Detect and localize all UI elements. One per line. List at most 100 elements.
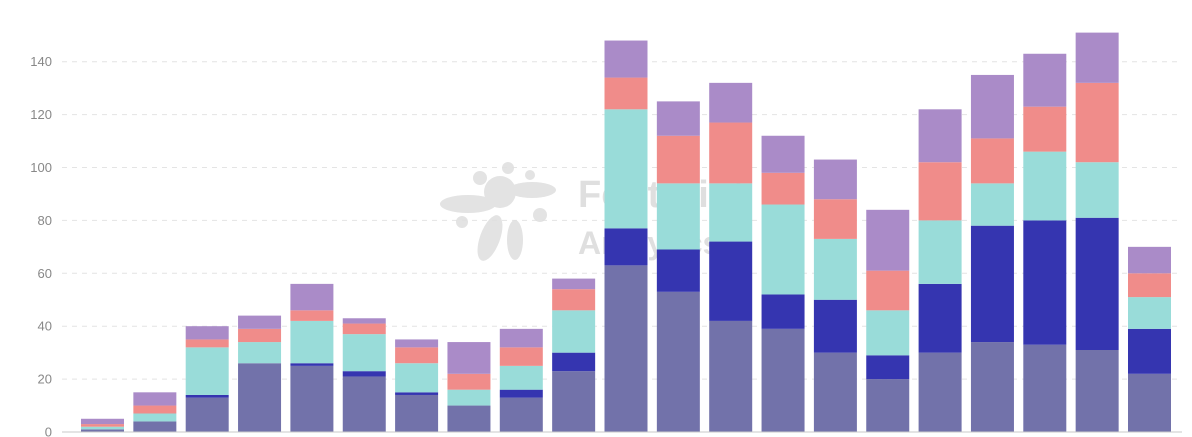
bar-segment [918, 220, 962, 284]
bar-segment [133, 413, 177, 422]
bar-segment [81, 426, 124, 430]
bar-segment [133, 405, 177, 414]
bar-segment [290, 310, 334, 321]
bar-segment [604, 228, 648, 266]
bar-segment [185, 347, 229, 395]
bar-segment [447, 342, 491, 374]
bar-segment [1023, 344, 1067, 432]
bar-segment [552, 352, 596, 372]
bar-segment [342, 334, 386, 372]
bar-segment [918, 109, 962, 163]
bar-segment [499, 389, 543, 398]
y-tick-label: 60 [38, 266, 52, 281]
bar-segment [185, 326, 229, 340]
bar-segment [761, 172, 805, 205]
bar-segment [656, 249, 700, 292]
bar-segment [552, 310, 596, 353]
bar-segment [604, 265, 648, 432]
bar-segment [970, 183, 1014, 226]
bar-segment [447, 373, 491, 390]
bar-segment [1023, 106, 1067, 152]
bar-segment [866, 270, 910, 311]
bar-segment [1023, 151, 1067, 221]
y-tick-label: 0 [45, 425, 52, 437]
bar-segment [1023, 53, 1067, 107]
bar-segment [866, 209, 910, 271]
bar-segment [342, 323, 386, 335]
bar-segment [552, 278, 596, 290]
bar-segment [499, 328, 543, 348]
bar-segment [395, 392, 439, 395]
bar-segment [447, 405, 491, 432]
y-tick-label: 40 [38, 319, 52, 334]
bar-segment [342, 376, 386, 432]
bar-segment [970, 342, 1014, 432]
bar-segment [813, 299, 857, 353]
bar-segment [1075, 350, 1119, 432]
y-tick-label: 120 [30, 107, 52, 122]
bar-segment [918, 352, 962, 432]
y-tick-label: 20 [38, 372, 52, 387]
bar-segment [499, 397, 543, 432]
bar-segment [709, 183, 753, 242]
bar-series [81, 32, 1171, 433]
bar-segment [866, 355, 910, 380]
y-tick-label: 100 [30, 160, 52, 175]
bar-segment [709, 82, 753, 123]
bar-segment [290, 320, 334, 364]
bar-segment [395, 363, 439, 393]
bar-segment [185, 394, 229, 398]
bar-segment [604, 40, 648, 78]
bar-segment [1075, 217, 1119, 350]
bar-segment [866, 310, 910, 356]
bar-segment [238, 363, 282, 432]
bar-segment [1128, 297, 1171, 329]
bar-segment [1023, 220, 1067, 345]
bar-segment [342, 371, 386, 377]
bar-segment [656, 135, 700, 184]
bar-segment [133, 421, 177, 432]
bar-segment [656, 101, 700, 136]
y-tick-label: 140 [30, 54, 52, 69]
bar-segment [1128, 273, 1171, 298]
bar-segment [81, 424, 124, 427]
bar-segment [185, 397, 229, 432]
bar-segment [395, 347, 439, 364]
bar-segment [238, 315, 282, 329]
bar-segment [918, 162, 962, 221]
bar-segment [1128, 373, 1171, 432]
bar-segment [1075, 162, 1119, 218]
bar-segment [81, 418, 124, 425]
bar-segment [709, 320, 753, 432]
bar-segment [81, 429, 124, 432]
bar-segment [238, 342, 282, 364]
bar-segment [813, 199, 857, 239]
bar-segment [761, 294, 805, 329]
bar-segment [1128, 246, 1171, 274]
bar-segment [1128, 328, 1171, 374]
bar-segment [656, 183, 700, 250]
bar-segment [1075, 32, 1119, 83]
bar-segment [709, 122, 753, 184]
bar-segment [133, 392, 177, 406]
y-axis: 0 20 40 60 80 100 120 140 [30, 54, 52, 437]
bar-segment [1075, 82, 1119, 163]
bar-segment [604, 109, 648, 229]
bar-segment [447, 389, 491, 406]
bar-segment [185, 339, 229, 348]
bar-segment [552, 371, 596, 432]
bar-segment [761, 135, 805, 173]
bar-segment [813, 238, 857, 300]
bar-segment [656, 291, 700, 432]
bar-segment [813, 159, 857, 200]
bar-segment [761, 204, 805, 295]
bar-segment [970, 225, 1014, 343]
bar-segment [290, 363, 334, 366]
bar-segment [709, 241, 753, 321]
bar-segment [499, 347, 543, 366]
bar-segment [499, 365, 543, 390]
bar-segment [552, 289, 596, 311]
bar-segment [238, 328, 282, 343]
bar-segment [918, 283, 962, 353]
